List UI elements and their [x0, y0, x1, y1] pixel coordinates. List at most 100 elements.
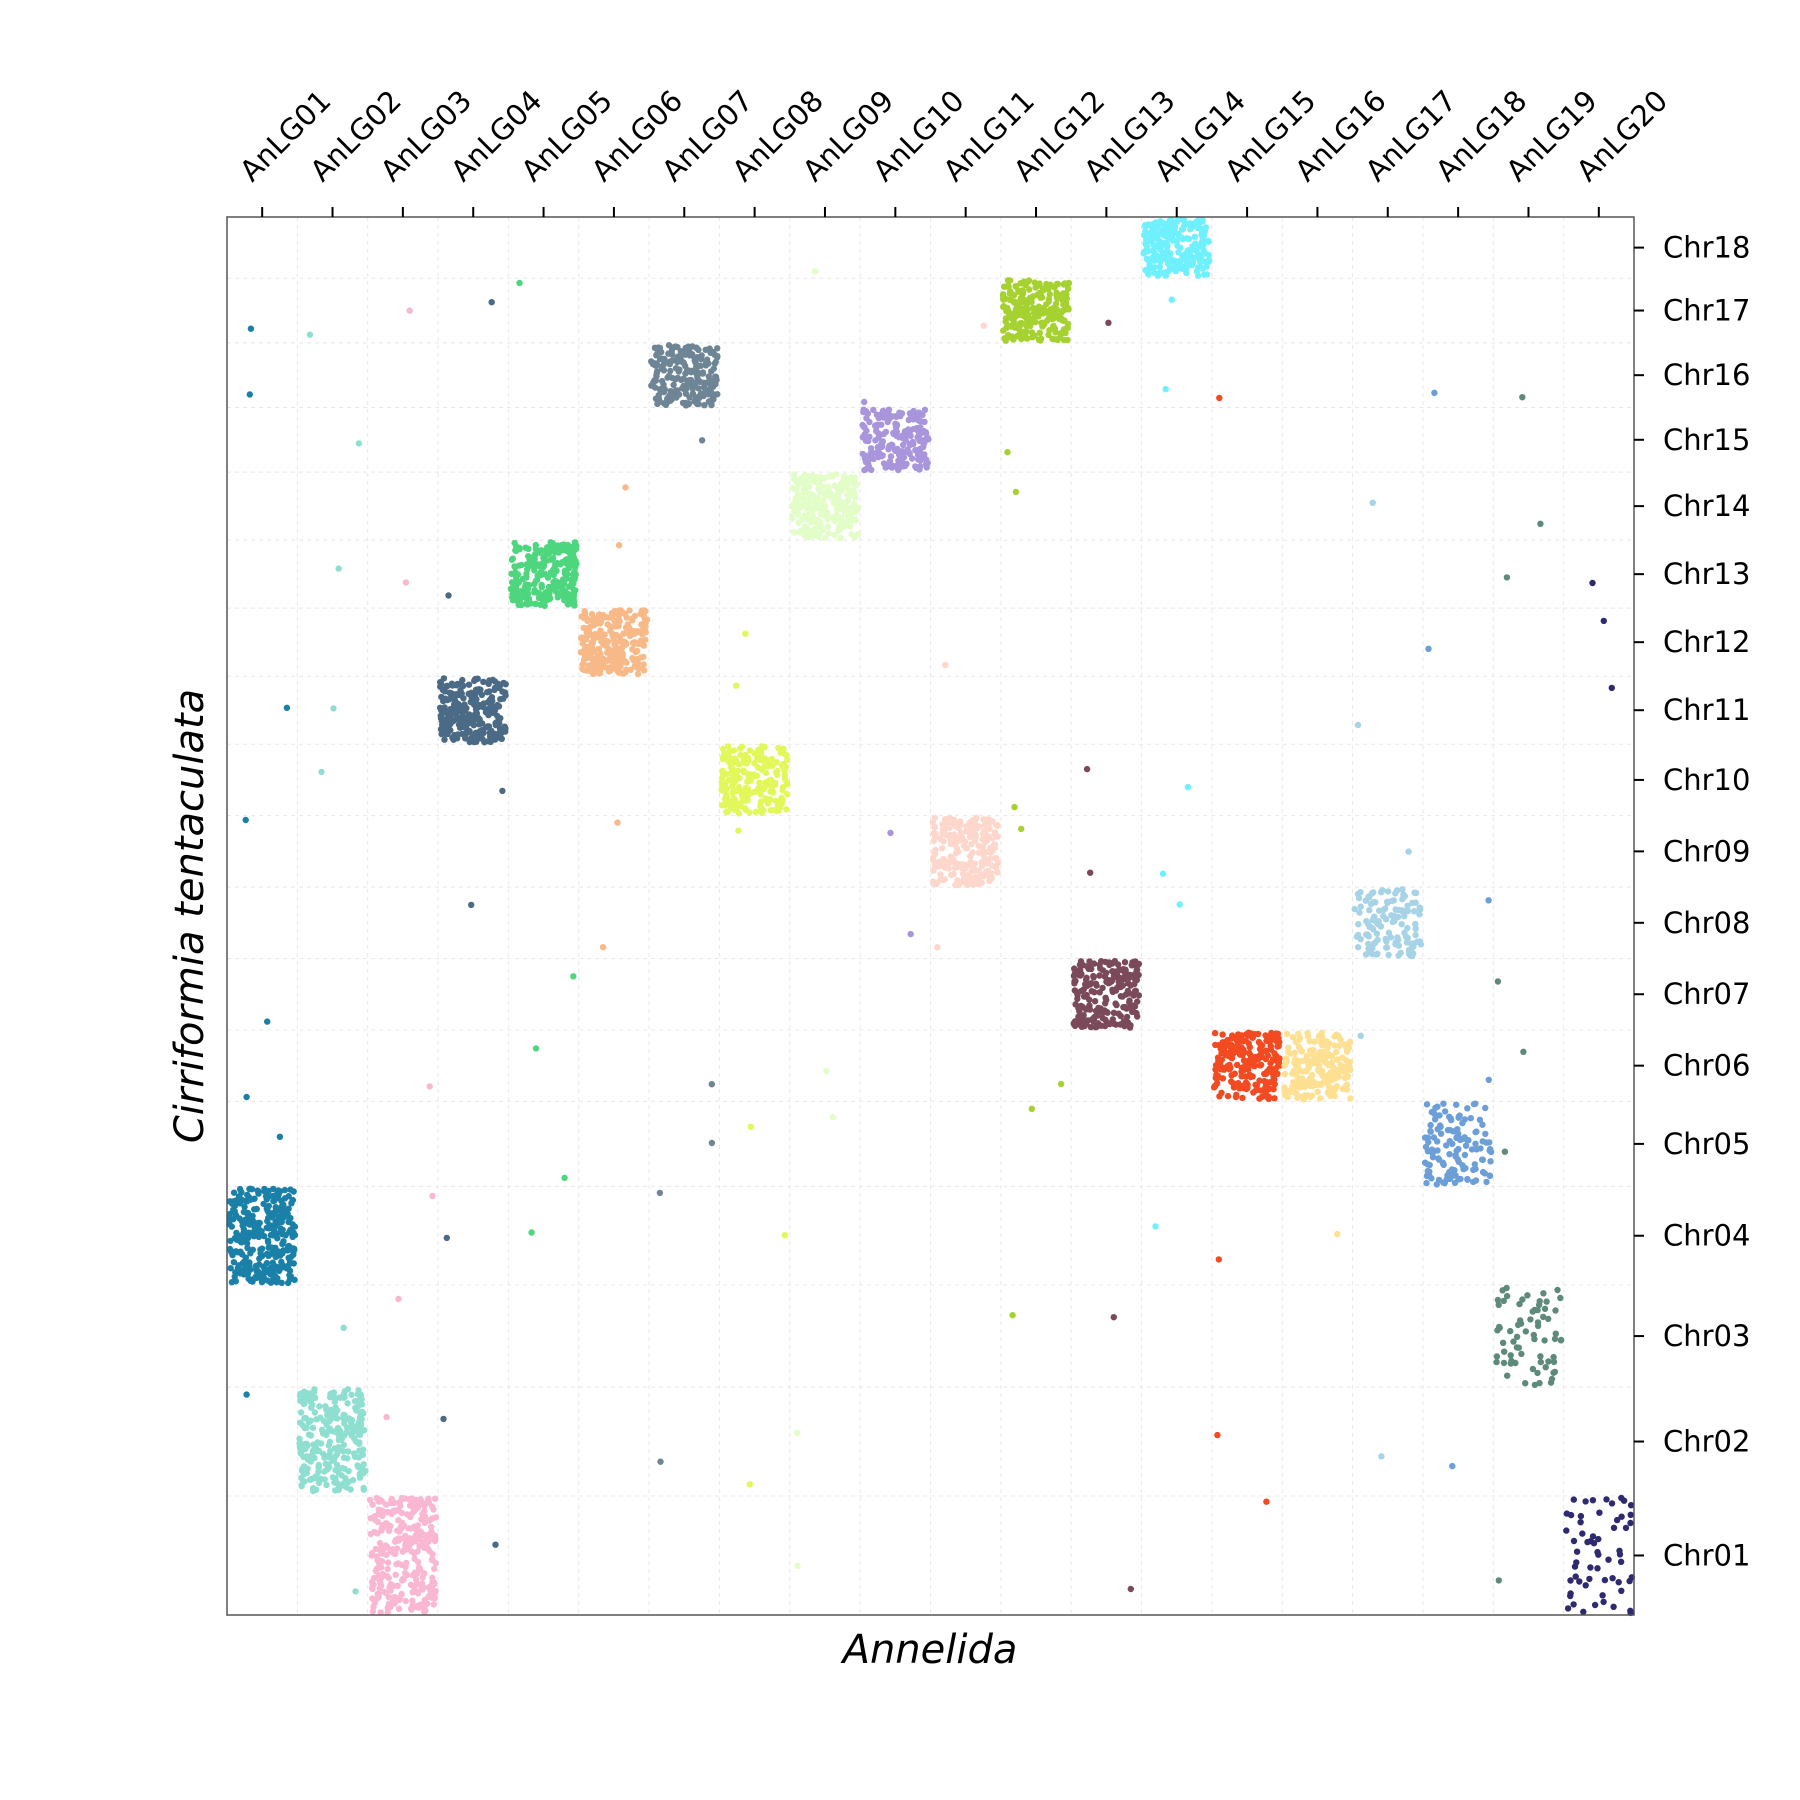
- synteny-point: [338, 1472, 345, 1479]
- synteny-point: [1501, 1348, 1508, 1355]
- synteny-point: [1369, 926, 1377, 933]
- scattered-point: [1004, 449, 1011, 456]
- synteny-point: [584, 625, 591, 632]
- synteny-point: [1573, 1548, 1581, 1555]
- synteny-point: [1439, 1159, 1447, 1166]
- synteny-point: [941, 876, 948, 883]
- synteny-point: [428, 1556, 436, 1564]
- synteny-point: [736, 774, 743, 782]
- synteny-point: [1369, 950, 1376, 958]
- synteny-point: [325, 1454, 332, 1461]
- synteny-point: [622, 641, 630, 648]
- synteny-point: [340, 1411, 347, 1419]
- synteny-point: [1423, 1179, 1430, 1187]
- synteny-point: [1380, 912, 1387, 920]
- synteny-point: [733, 757, 740, 765]
- synteny-point: [1610, 1524, 1618, 1532]
- y-tick-label: Chr06: [1663, 1049, 1750, 1083]
- synteny-point: [965, 881, 972, 888]
- scattered-point: [1168, 296, 1176, 303]
- synteny-point: [980, 852, 987, 859]
- synteny-point: [359, 1464, 366, 1471]
- synteny-point: [571, 539, 579, 546]
- scattered-point: [1519, 394, 1526, 401]
- synteny-point: [270, 1197, 277, 1205]
- synteny-point: [1271, 1076, 1278, 1083]
- synteny-point: [1152, 232, 1159, 239]
- synteny-point: [409, 1572, 417, 1579]
- synteny-point: [929, 878, 937, 885]
- synteny-point: [1281, 1070, 1289, 1078]
- synteny-point: [552, 561, 559, 568]
- synteny-point: [921, 406, 929, 413]
- synteny-point: [688, 367, 695, 374]
- synteny-point: [1199, 237, 1207, 244]
- synteny-point: [966, 833, 974, 841]
- synteny-point: [952, 862, 959, 869]
- synteny-point: [1012, 283, 1019, 290]
- synteny-point: [1355, 921, 1362, 928]
- synteny-point: [421, 1570, 428, 1577]
- synteny-point: [822, 534, 829, 542]
- scattered-point: [528, 1229, 535, 1236]
- synteny-point: [311, 1386, 318, 1393]
- synteny-point: [235, 1262, 242, 1269]
- synteny-point: [1190, 246, 1197, 253]
- scattered-point: [406, 307, 413, 314]
- synteny-point: [539, 560, 547, 567]
- synteny-point: [334, 1407, 341, 1414]
- synteny-point: [231, 1234, 239, 1242]
- synteny-point: [1610, 1603, 1617, 1611]
- synteny-point: [812, 528, 820, 536]
- synteny-point: [909, 438, 916, 446]
- scattered-point: [1520, 1048, 1527, 1056]
- synteny-point: [1112, 1021, 1120, 1028]
- synteny-point: [667, 388, 674, 395]
- synteny-point: [760, 757, 767, 764]
- synteny-point: [1388, 897, 1396, 905]
- synteny-point: [817, 519, 824, 526]
- synteny-point: [756, 779, 763, 787]
- synteny-point: [593, 657, 600, 664]
- synteny-point: [571, 545, 578, 553]
- synteny-point: [828, 514, 835, 521]
- scattered-point: [657, 1458, 664, 1465]
- synteny-point: [634, 670, 642, 678]
- synteny-point: [471, 716, 479, 723]
- synteny-point: [431, 1495, 439, 1502]
- synteny-point: [1601, 1576, 1609, 1584]
- synteny-point: [1461, 1151, 1469, 1159]
- synteny-point: [1175, 249, 1182, 256]
- synteny-point: [324, 1466, 331, 1473]
- synteny-point: [803, 523, 810, 531]
- synteny-point: [1201, 250, 1209, 257]
- synteny-point: [651, 384, 659, 391]
- synteny-point: [1483, 1139, 1490, 1146]
- synteny-point: [905, 449, 912, 456]
- synteny-point: [1411, 889, 1418, 896]
- synteny-point: [563, 542, 570, 549]
- synteny-point: [1616, 1551, 1624, 1558]
- synteny-point: [1576, 1578, 1583, 1585]
- synteny-point: [230, 1189, 238, 1196]
- synteny-point: [1303, 1052, 1311, 1060]
- synteny-point: [1162, 242, 1169, 249]
- synteny-point: [355, 1431, 363, 1438]
- synteny-point: [807, 533, 814, 540]
- synteny-point: [305, 1419, 312, 1426]
- scattered-point: [698, 437, 706, 444]
- synteny-point: [1240, 1038, 1247, 1045]
- synteny-point: [518, 588, 525, 595]
- synteny-point: [840, 476, 848, 483]
- scattered-point: [1105, 319, 1112, 326]
- synteny-point: [497, 734, 504, 742]
- synteny-point: [599, 659, 607, 667]
- synteny-point: [348, 1391, 355, 1399]
- synteny-point: [852, 517, 859, 524]
- synteny-point: [608, 647, 615, 655]
- synteny-point: [1197, 259, 1204, 266]
- synteny-point: [1244, 1058, 1251, 1065]
- synteny-point: [699, 370, 706, 377]
- synteny-point: [765, 799, 772, 806]
- scattered-point: [614, 819, 621, 826]
